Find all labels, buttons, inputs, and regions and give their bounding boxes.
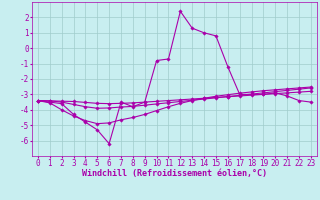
X-axis label: Windchill (Refroidissement éolien,°C): Windchill (Refroidissement éolien,°C): [82, 169, 267, 178]
